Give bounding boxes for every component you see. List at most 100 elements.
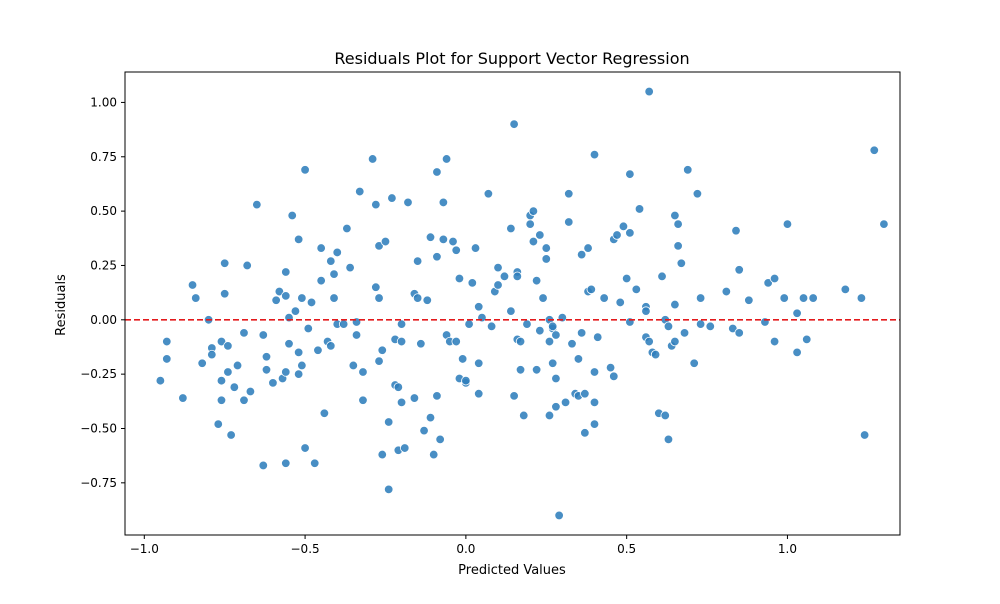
data-point [512,271,523,282]
data-point [448,236,458,247]
data-point [547,321,558,332]
data-point [393,382,404,392]
data-point [734,328,744,338]
data-point [219,258,230,268]
data-point [506,306,516,316]
x-tick-label: 0.5 [617,542,636,556]
data-point [326,256,336,266]
data-point [731,225,741,236]
data-point [589,149,600,160]
data-point [538,293,548,303]
data-point [589,419,600,429]
data-point [155,375,166,386]
data-point [451,336,461,347]
data-point [506,223,516,234]
data-point [371,199,381,210]
data-point [792,308,802,318]
data-point [509,119,519,129]
data-point [580,428,590,438]
data-point [268,378,278,388]
data-point [477,312,487,323]
data-point [670,210,680,221]
data-point [358,395,368,405]
data-point [432,391,442,401]
data-point [464,319,474,329]
data-point [663,434,674,445]
data-point [528,206,539,216]
data-point [670,299,680,310]
data-point [271,295,281,305]
data-point [377,345,387,355]
y-tick-label: 1.00 [90,95,117,109]
data-point [541,243,551,253]
data-point [509,391,519,401]
plot-frame [124,71,901,536]
data-point [383,417,394,427]
data-point [744,295,754,305]
data-point [258,460,268,471]
data-point [461,375,471,386]
y-tick-label: 0.50 [90,204,117,218]
data-point [425,412,436,423]
data-point [869,145,879,155]
data-point [589,367,600,377]
data-point [840,284,851,295]
data-point [802,334,812,345]
data-point [522,319,532,329]
data-point [856,293,867,303]
data-point [515,365,526,375]
data-point [615,297,625,308]
data-point [535,325,545,336]
data-point [676,258,687,268]
data-point [554,510,564,521]
data-point [576,328,587,338]
data-point [207,349,217,360]
data-point [641,306,651,316]
data-point [219,289,230,299]
y-tick-label: 0.25 [90,258,117,272]
data-point [621,273,632,284]
data-point [396,336,407,347]
data-point [631,284,642,295]
data-point [544,410,555,421]
plot-area: −1.0 −0.5 0.0 0.5 1.0 −0.75 −0.50 −0.25 0.00 0.25… [80,71,901,556]
data-point [162,336,172,347]
data-point [319,408,330,418]
data-point [625,317,635,327]
data-point [284,312,294,323]
data-point [557,312,568,323]
data-point [625,169,635,179]
data-point [396,397,407,408]
data-point [232,360,243,371]
data-point [358,367,368,377]
data-point [586,284,596,295]
data-point [178,393,188,403]
data-point [859,430,870,440]
data-point [297,360,307,371]
data-point [483,189,494,199]
data-point [422,295,432,305]
data-point [403,197,413,208]
data-point [589,397,600,408]
data-point [429,449,439,460]
data-point [551,402,561,412]
data-point [644,86,654,97]
data-point [412,293,423,303]
x-tick-label: −0.5 [291,542,320,556]
data-point [419,425,429,436]
data-point [779,293,789,303]
y-tick-label: −0.50 [80,421,117,435]
data-point [580,389,590,399]
data-point [374,241,384,251]
data-point [216,395,227,405]
data-point [274,286,285,297]
data-point [223,341,233,351]
data-point [551,373,561,384]
data-point [515,336,526,347]
data-point [300,443,310,453]
data-point [432,167,442,177]
data-point [457,354,468,364]
data-point [792,347,802,358]
